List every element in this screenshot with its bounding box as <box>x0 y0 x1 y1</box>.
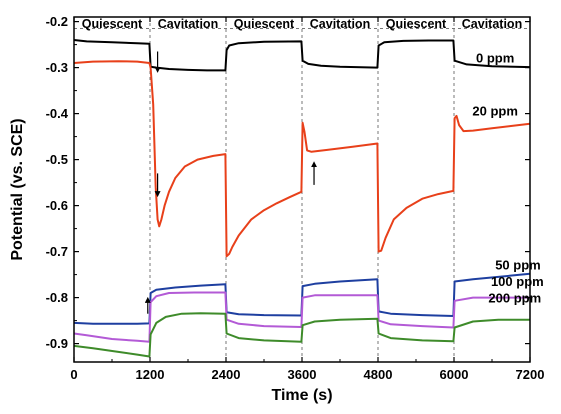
x-tick-label: 6000 <box>440 367 469 382</box>
axes: 0 1200 2400 3600 4800 6000 7200 -0.9 -0.8 -0.7 -0.… <box>46 14 545 382</box>
series-line-20-ppm <box>73 60 531 258</box>
series-line-200-ppm <box>73 312 530 358</box>
x-tick-label: 0 <box>70 367 77 382</box>
annotation-arrows <box>144 51 318 314</box>
x-tick-label: 2400 <box>212 367 241 382</box>
x-tick-label: 3600 <box>288 367 317 382</box>
x-tick-label: 1200 <box>136 367 165 382</box>
series-layer <box>73 39 531 358</box>
y-tick-label: -0.8 <box>46 290 68 305</box>
y-tick-label: -0.9 <box>46 336 68 351</box>
series-label-20-ppm: 20 ppm <box>472 103 518 118</box>
series-label-200-ppm: 200 ppm <box>488 291 541 306</box>
phase-label-4: Quiescent <box>386 17 447 31</box>
phase-label-1: Cavitation <box>158 17 218 31</box>
series-line-0-ppm <box>73 39 531 72</box>
phase-label-2: Quiescent <box>234 17 295 31</box>
x-tick-label: 4800 <box>364 367 393 382</box>
phase-label-3: Cavitation <box>310 17 370 31</box>
phase-boundaries <box>74 17 530 362</box>
series-label-50-ppm: 50 ppm <box>495 257 541 272</box>
y-tick-label: -0.5 <box>46 152 68 167</box>
y-tick-label: -0.6 <box>46 198 68 213</box>
y-axis-title: Potential (vs. SCE) <box>9 118 26 260</box>
x-axis-title: Time (s) <box>271 387 332 404</box>
x-tick-label: 7200 <box>516 367 545 382</box>
series-label-0-ppm: 0 ppm <box>476 50 514 65</box>
y-tick-label: -0.3 <box>46 60 68 75</box>
y-tick-label: -0.2 <box>46 14 68 29</box>
phase-label-5: Cavitation <box>462 17 522 31</box>
y-tick-label: -0.4 <box>46 106 69 121</box>
labels: Time (s) Potential (vs. SCE) Quiescent Cavi… <box>9 17 544 404</box>
series-label-100-ppm: 100 ppm <box>491 274 544 289</box>
phase-label-0: Quiescent <box>82 17 143 31</box>
y-tick-label: -0.7 <box>46 244 68 259</box>
